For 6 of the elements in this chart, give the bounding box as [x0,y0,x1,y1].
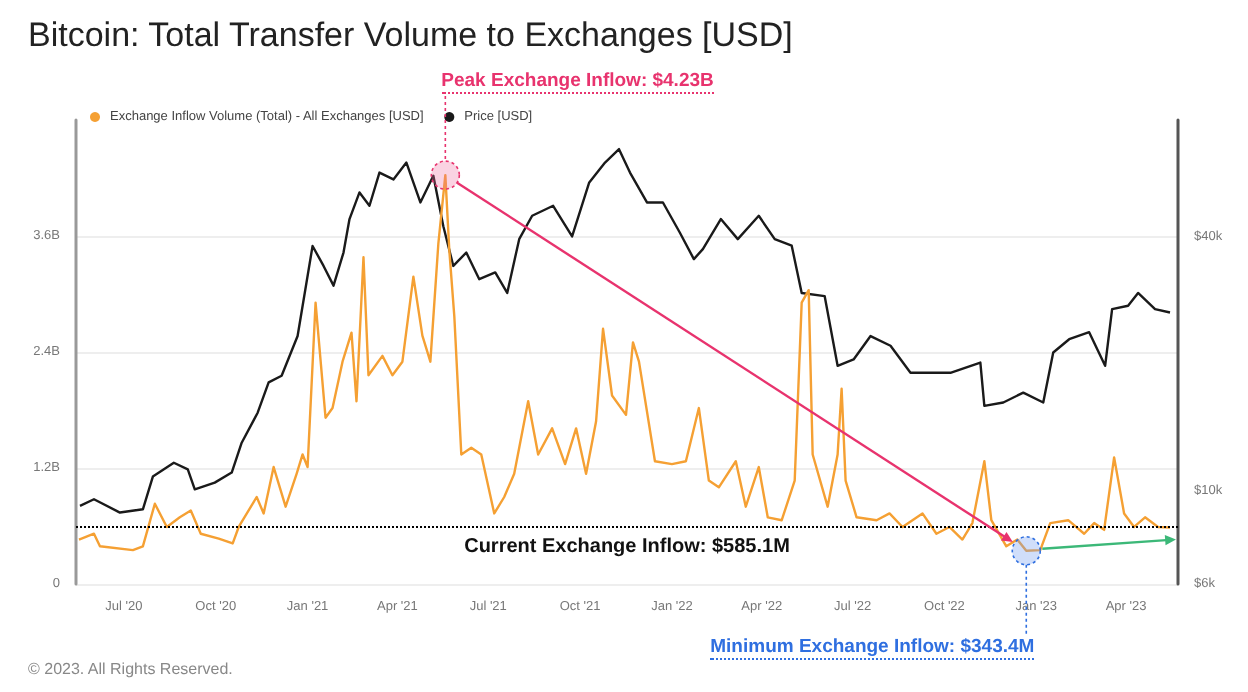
annotation: Minimum Exchange Inflow: $343.4M [710,636,1035,660]
annotation: Peak Exchange Inflow: $4.23B [441,70,714,94]
text: © 2023. All Rights Reserved. [28,660,233,678]
ref-line-label: Current Exchange Inflow: $585.1M [464,535,790,558]
line-series [78,147,1172,514]
chart-title: Bitcoin: Total Transfer Volume to Exchanges [USD] [28,16,793,56]
